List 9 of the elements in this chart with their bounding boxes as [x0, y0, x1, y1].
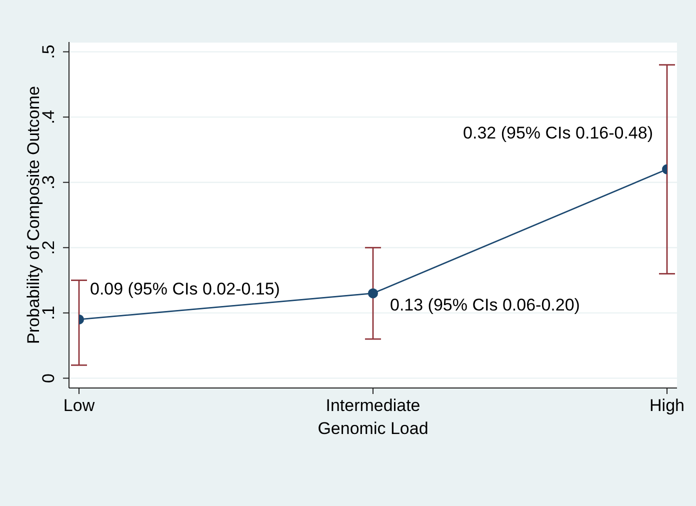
y-tick-label: .5 [39, 44, 58, 59]
y-tick-label: 0 [39, 373, 58, 383]
x-tick-label: Intermediate [326, 396, 420, 414]
data-label: 0.09 (95% CIs 0.02-0.15) [90, 278, 280, 298]
data-label: 0.32 (95% CIs 0.16-0.48) [463, 122, 653, 142]
x-axis-title: Genomic Load [318, 418, 428, 438]
x-tick-label: High [650, 396, 684, 414]
data-label: 0.13 (95% CIs 0.06-0.20) [390, 294, 580, 314]
x-tick-label: Low [63, 396, 96, 414]
